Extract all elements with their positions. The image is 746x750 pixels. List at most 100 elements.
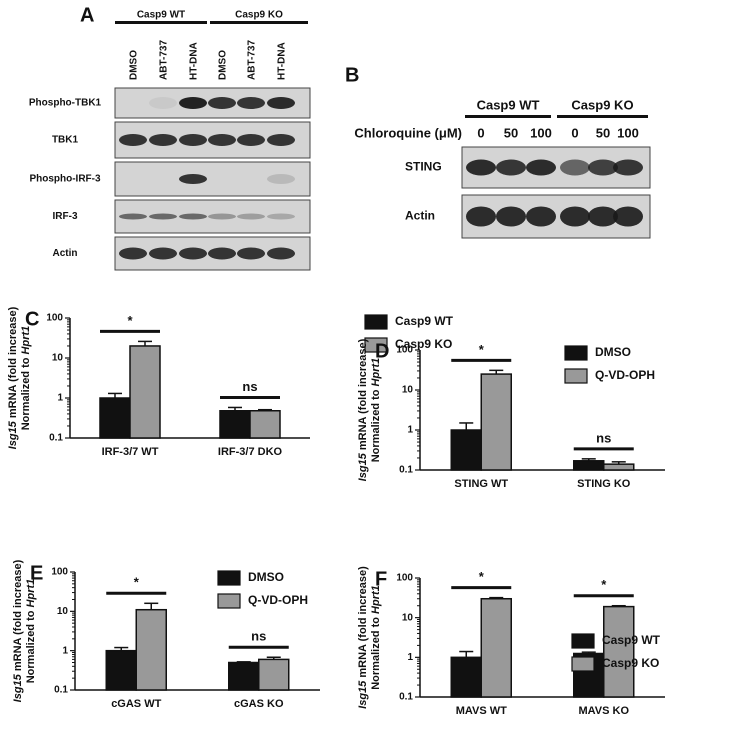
bar — [603, 605, 635, 698]
dose-label: 50 — [596, 125, 610, 140]
legend-label: Casp9 KO — [395, 337, 452, 351]
lane-label: HT-DNA — [189, 42, 200, 80]
band — [613, 159, 643, 176]
error-bar — [228, 406, 242, 411]
y-axis-label-part: Hprt1 — [370, 358, 382, 387]
band — [179, 97, 207, 109]
blot-strip — [114, 199, 311, 234]
lane-label: ABT-737 — [159, 40, 170, 80]
band — [179, 134, 207, 146]
band — [496, 159, 526, 176]
group-bar — [557, 115, 648, 118]
chart: D Isg15 mRNA (fold increase) Normalized to… — [357, 338, 665, 490]
row-label: Actin — [405, 209, 435, 223]
y-tick-label: 1 — [57, 393, 63, 404]
y-axis-label-part: Isg15 — [12, 673, 24, 702]
panel-label: D — [375, 340, 389, 362]
x-tick-label: IRF-3/7 DKO — [218, 446, 283, 458]
significance-label: * — [479, 569, 485, 584]
x-tick-label: STING WT — [454, 478, 508, 490]
band — [560, 206, 590, 227]
significance-label: * — [134, 575, 140, 590]
error-bar — [581, 651, 596, 654]
lane-label: HT-DNA — [277, 42, 288, 80]
band — [466, 206, 496, 227]
y-axis-label: Normalized to Hprt1 — [20, 326, 32, 431]
dose-label: 100 — [617, 125, 639, 140]
significance-label: ns — [242, 379, 257, 394]
legend-label: Q-VD-OPH — [248, 593, 308, 607]
legend-swatch — [364, 314, 388, 330]
y-tick-label: 1 — [407, 652, 413, 663]
error-bar — [611, 461, 626, 465]
bar — [105, 649, 137, 691]
band — [179, 247, 207, 260]
bar — [450, 429, 482, 471]
band — [526, 206, 556, 227]
dose-label: 50 — [504, 125, 518, 140]
y-axis-label: Isg15 mRNA (fold increase) — [357, 338, 369, 481]
y-tick-label: 0.1 — [54, 685, 68, 696]
legend-label: Q-VD-OPH — [595, 368, 655, 382]
bar — [99, 397, 131, 439]
group-label: Casp9 WT — [477, 97, 540, 112]
y-axis-label-part: Hprt1 — [25, 579, 37, 608]
band — [119, 213, 147, 220]
legend-label: Casp9 KO — [602, 656, 659, 670]
band — [119, 134, 147, 146]
error-bar — [258, 408, 272, 411]
band — [149, 213, 177, 220]
y-axis-label-part: Isg15 — [357, 452, 369, 481]
error-bar — [459, 422, 474, 430]
band — [149, 134, 177, 146]
error-bar — [581, 458, 596, 461]
bar — [258, 658, 290, 691]
legend-label: Casp9 WT — [395, 314, 454, 328]
error-bar — [114, 646, 129, 651]
band — [237, 97, 265, 109]
y-axis-label-part: mRNA (fold increase) — [357, 338, 369, 453]
band — [149, 97, 177, 109]
bar — [249, 410, 281, 439]
chart: F Isg15 mRNA (fold increase) Normalized to… — [357, 566, 665, 717]
band — [267, 213, 295, 220]
group-label: Casp9 WT — [137, 10, 185, 21]
y-axis-label: Isg15 mRNA (fold increase) — [12, 559, 24, 702]
x-tick-label: cGAS KO — [234, 698, 284, 710]
x-tick-label: STING KO — [577, 478, 631, 490]
group-label: Casp9 KO — [235, 10, 283, 21]
legend-swatch — [564, 368, 588, 384]
band — [237, 247, 265, 260]
band — [267, 174, 295, 184]
band — [560, 159, 590, 176]
y-axis-label-part: Hprt1 — [370, 585, 382, 614]
band — [613, 206, 643, 227]
y-tick-label: 1 — [62, 645, 68, 656]
chart: E Isg15 mRNA (fold increase) Normalized to… — [12, 559, 320, 710]
bar — [480, 597, 512, 698]
y-axis-label-part: mRNA (fold increase) — [357, 566, 369, 681]
y-axis-label-part: Isg15 — [7, 420, 19, 449]
lane-label: DMSO — [218, 50, 229, 80]
band — [208, 97, 236, 109]
band — [267, 97, 295, 109]
band — [526, 159, 556, 176]
y-tick-label: 100 — [46, 313, 63, 324]
treatment-label: Chloroquine (μM) — [354, 125, 462, 140]
band — [496, 206, 526, 227]
dose-label: 0 — [477, 125, 484, 140]
error-bar — [489, 596, 504, 599]
bar — [129, 345, 161, 439]
y-tick-label: 1 — [407, 425, 413, 436]
group-bar — [115, 21, 207, 24]
dose-label: 100 — [530, 125, 552, 140]
y-axis-label-part: Normalized to — [20, 354, 32, 430]
blot-strip — [114, 161, 311, 197]
y-tick-label: 0.1 — [399, 692, 413, 703]
bar — [228, 661, 260, 691]
y-tick-label: 100 — [396, 573, 413, 584]
y-axis-label: Isg15 mRNA (fold increase) — [357, 566, 369, 709]
y-axis-label-part: Normalized to — [370, 614, 382, 690]
y-axis-label: Isg15 mRNA (fold increase) — [7, 306, 19, 449]
